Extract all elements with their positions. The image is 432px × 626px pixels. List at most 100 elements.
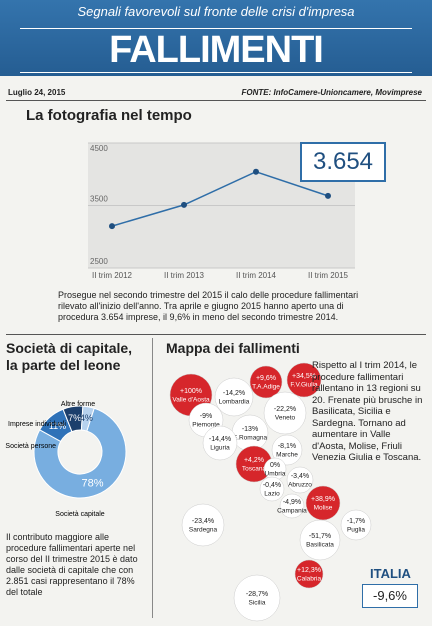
region-name: Puglia [347, 527, 365, 534]
slice-label: Altre forme [61, 401, 95, 408]
region-bubble [202, 425, 238, 461]
region-value: -14,2% [223, 390, 245, 397]
region-name: Valle d'Aosta [172, 397, 210, 404]
y-tick-label: 2500 [90, 257, 108, 266]
region-value: 0% [270, 462, 280, 469]
region-value: -1,7% [347, 518, 365, 525]
value-label: 78% [82, 478, 104, 490]
region-name: F.V.Giulia [290, 382, 318, 389]
region-bubble [249, 365, 283, 399]
x-tick-label: II trim 2015 [308, 271, 349, 280]
y-tick-label: 3500 [90, 195, 108, 204]
rule [20, 72, 412, 73]
region-name: Lombardia [219, 399, 250, 406]
region-value: -0,4% [263, 482, 281, 489]
region-bubble [259, 476, 285, 502]
region-bubble [294, 559, 324, 589]
region-bubble [286, 466, 314, 494]
annotation: 3.654 [300, 142, 386, 182]
y-tick-label: 4500 [90, 144, 108, 153]
rule [6, 100, 426, 101]
region-name: Toscana [242, 466, 267, 473]
rule [20, 28, 412, 29]
region-bubble [263, 391, 307, 435]
region-value: +38,9% [311, 496, 335, 503]
section-title: La fotografia nel tempo [26, 107, 192, 124]
region-name: Calabria [297, 576, 322, 583]
region-bubble [231, 414, 269, 452]
region-name: Sicilia [249, 600, 266, 607]
region-bubble [299, 519, 341, 561]
bubble-map: +100% Valle d'Aosta +9,6% T.A.Adige +34,5% F.… [169, 362, 372, 622]
region-name: Lazio [264, 491, 280, 498]
slice-label: Imprese individuali [8, 421, 66, 428]
caption: Il contributo maggiore alle procedure fa… [6, 532, 138, 597]
slice-label: Società persone [5, 443, 56, 450]
slice [80, 405, 95, 432]
region-name: Sardegna [189, 527, 218, 534]
region-bubble [271, 434, 303, 466]
value-label: 4% [80, 413, 93, 423]
point [181, 201, 187, 208]
region-name: Basilicata [306, 542, 334, 549]
point [109, 223, 115, 230]
x-tick-label: II trim 2012 [92, 271, 133, 280]
region-value: +9,6% [256, 375, 276, 382]
region-name: E.Romagna [233, 435, 268, 442]
region-value: -8,1% [278, 443, 296, 450]
region-bubble [340, 509, 372, 541]
title: FALLIMENTI [109, 29, 324, 71]
region-bubble [305, 485, 341, 521]
source: FONTE: InfoCamere-Unioncamere, Movimpres… [241, 88, 422, 97]
region-value: -51,7% [309, 533, 331, 540]
map-text: Rispetto al I trim 2014, le procedure fa… [312, 360, 423, 463]
line [111, 170, 329, 227]
section-title: Mappa dei fallimenti [166, 340, 300, 356]
donut-chart: 78% Società capitale 11% Società persone 7%I… [5, 401, 127, 518]
region-name: Marche [276, 452, 298, 459]
total-value: -9,6% [362, 584, 418, 608]
region-value: -22,2% [274, 406, 296, 413]
date: Luglio 24, 2015 [8, 88, 66, 97]
region-value: -9% [200, 413, 212, 420]
region-value: -4,9% [283, 499, 301, 506]
region-value: -13% [242, 426, 258, 433]
region-name: Liguria [210, 445, 230, 452]
slice-label: Società capitale [55, 511, 105, 518]
region-value: -23,4% [192, 518, 214, 525]
value-label: 11% [49, 421, 66, 431]
region-name: Veneto [275, 415, 296, 422]
section-title: Società di capitale, la parte del leone [6, 340, 133, 373]
point [253, 168, 259, 175]
region-value: -14,4% [209, 436, 231, 443]
rule [6, 334, 426, 335]
value-label: 7% [68, 413, 81, 423]
region-value: +100% [180, 388, 202, 395]
region-bubble [279, 493, 305, 519]
region-name: Abruzzo [288, 482, 312, 489]
region-value: -28,7% [246, 591, 268, 598]
x-tick-label: II trim 2014 [236, 271, 277, 280]
region-bubble [181, 503, 225, 547]
point [325, 192, 331, 199]
region-name: T.A.Adige [252, 384, 280, 391]
subtitle: Segnali favorevoli sul fronte delle cris… [77, 4, 355, 19]
header-band [0, 0, 432, 76]
divider [152, 338, 153, 618]
caption: Prosegue nel secondo trimestre del 2015 … [58, 290, 359, 322]
region-bubble [214, 377, 254, 417]
region-name: Campania [277, 508, 307, 515]
region-bubble [286, 362, 322, 398]
region-value: +12,3% [297, 567, 321, 574]
region-value: -3,4% [291, 473, 309, 480]
total-label: ITALIA [370, 566, 411, 581]
region-name: Piemonte [192, 422, 220, 429]
region-bubble [233, 574, 281, 622]
region-name: Molise [314, 505, 333, 512]
region-value: +4,2% [244, 457, 264, 464]
region-value: +34,5% [292, 373, 316, 380]
region-name: Umbria [265, 471, 286, 478]
slice [33, 407, 127, 499]
x-tick-label: II trim 2013 [164, 271, 205, 280]
